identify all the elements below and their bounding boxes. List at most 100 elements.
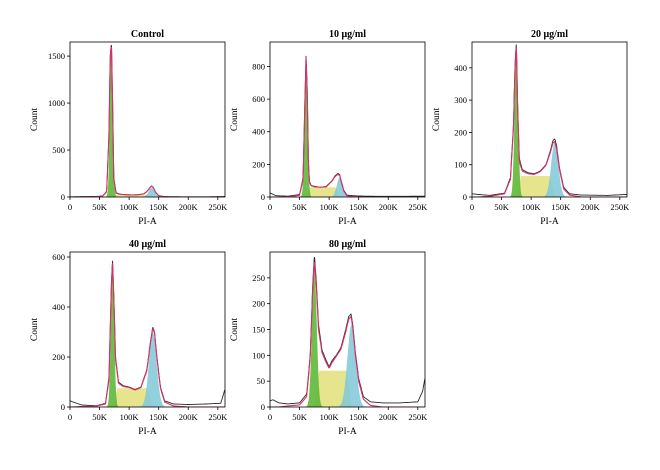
y-tick-label: 100	[454, 160, 467, 170]
histogram-line	[472, 44, 627, 196]
x-tick-label: 50K	[292, 412, 308, 422]
x-axis-label: PI-A	[540, 217, 559, 227]
y-tick-label: 0	[61, 402, 65, 412]
histogram-line	[270, 55, 425, 197]
y-tick-label: 1000	[48, 98, 65, 108]
y-tick-label: 600	[52, 252, 65, 262]
panel-title: 40 μg/ml	[129, 239, 166, 250]
y-tick-label: 0	[261, 192, 265, 202]
histogram-panel-2: 0 50K 100K 150K 200K 250K 0 200 400 600 800 10 μg/m…	[230, 29, 428, 227]
y-tick-label: 400	[252, 127, 265, 137]
panel-title: Control	[131, 29, 164, 40]
y-tick-label: 0	[261, 402, 265, 412]
y-tick-label: 50	[257, 376, 266, 386]
y-tick-label: 150	[252, 325, 265, 335]
y-tick-label: 1500	[48, 51, 65, 61]
g2-phase-area	[70, 187, 225, 197]
g2-phase-area	[70, 332, 225, 407]
g1-phase-area	[472, 49, 627, 197]
histogram-line	[270, 256, 425, 405]
y-axis-label: Count	[30, 318, 40, 342]
y-tick-label: 200	[52, 352, 65, 362]
plot-area	[270, 256, 425, 407]
y-tick-label: 300	[454, 95, 467, 105]
x-tick-label: 100K	[120, 412, 140, 422]
x-tick-label: 50K	[92, 202, 108, 212]
g2-phase-area	[270, 324, 425, 407]
plot-frame	[69, 251, 226, 408]
x-axis-label: PI-A	[338, 427, 357, 437]
y-tick-label: 400	[52, 302, 65, 312]
plot-frame	[69, 41, 226, 198]
x-tick-label: 150K	[551, 202, 571, 212]
x-tick-label: 0	[68, 202, 72, 212]
y-tick-label: 200	[252, 299, 265, 309]
g1-phase-area	[270, 58, 425, 197]
x-tick-label: 0	[470, 202, 474, 212]
histogram-panel-5: 0 50K 100K 150K 200K 250K 0 50 100 150 200 250 80 μg…	[230, 239, 428, 437]
x-tick-label: 200K	[179, 202, 199, 212]
x-tick-label: 200K	[379, 412, 399, 422]
x-tick-label: 0	[268, 202, 272, 212]
x-tick-label: 100K	[320, 412, 340, 422]
x-tick-label: 0	[268, 412, 272, 422]
panel-title: 10 μg/ml	[329, 29, 366, 40]
x-tick-label: 50K	[92, 412, 108, 422]
x-tick-label: 0	[68, 412, 72, 422]
model-line	[472, 47, 627, 197]
y-axis-label: Count	[230, 108, 240, 132]
y-axis-label: Count	[30, 108, 40, 132]
y-tick-label: 500	[52, 145, 65, 155]
x-tick-label: 150K	[349, 412, 369, 422]
y-tick-label: 800	[252, 61, 265, 71]
x-axis-label: PI-A	[138, 217, 157, 227]
g2-phase-area	[270, 177, 425, 197]
x-tick-label: 250K	[208, 412, 228, 422]
histogram-line	[70, 45, 225, 197]
x-tick-label: 250K	[408, 412, 428, 422]
x-axis-label: PI-A	[338, 217, 357, 227]
y-tick-label: 100	[252, 350, 265, 360]
y-axis-label: Count	[432, 108, 442, 132]
x-tick-label: 50K	[494, 202, 510, 212]
y-axis-label: Count	[230, 318, 240, 342]
x-axis-label: PI-A	[138, 427, 157, 437]
x-tick-label: 200K	[379, 202, 399, 212]
panel-title: 20 μg/ml	[531, 29, 568, 40]
x-tick-label: 100K	[320, 202, 340, 212]
g2-phase-area	[472, 142, 627, 197]
x-tick-label: 150K	[349, 202, 369, 212]
y-tick-label: 600	[252, 94, 265, 104]
x-tick-label: 250K	[408, 202, 428, 212]
x-tick-label: 250K	[610, 202, 630, 212]
plot-frame	[471, 41, 628, 198]
x-tick-label: 150K	[149, 412, 169, 422]
x-tick-label: 200K	[581, 202, 601, 212]
y-tick-label: 200	[454, 127, 467, 137]
y-tick-label: 200	[252, 159, 265, 169]
y-tick-label: 0	[61, 192, 65, 202]
model-line	[70, 263, 225, 407]
y-tick-label: 250	[252, 273, 265, 283]
plot-area	[70, 260, 225, 407]
panel-title: 80 μg/ml	[329, 239, 366, 250]
plot-frame	[269, 41, 426, 198]
x-tick-label: 50K	[292, 202, 308, 212]
histogram-panel-1: 0 50K 100K 150K 200K 250K 0 500 1000 1500 Control P…	[30, 29, 228, 227]
histogram-panel-3: 0 50K 100K 150K 200K 250K 0 100 200 300 400 20 μg/m…	[432, 29, 630, 227]
x-tick-label: 250K	[208, 202, 228, 212]
histogram-panel-4: 0 50K 100K 150K 200K 250K 0 200 400 600 40 μg/ml PI…	[30, 239, 228, 437]
y-tick-label: 0	[463, 192, 467, 202]
x-tick-label: 150K	[149, 202, 169, 212]
x-tick-label: 200K	[179, 412, 199, 422]
plot-area	[270, 55, 425, 197]
x-tick-label: 100K	[120, 202, 140, 212]
model-line	[270, 57, 425, 197]
y-tick-label: 400	[454, 63, 467, 73]
x-tick-label: 100K	[522, 202, 542, 212]
plot-area	[472, 44, 627, 197]
plot-area	[70, 44, 225, 197]
g1-phase-area	[70, 44, 225, 197]
model-line	[70, 46, 225, 197]
